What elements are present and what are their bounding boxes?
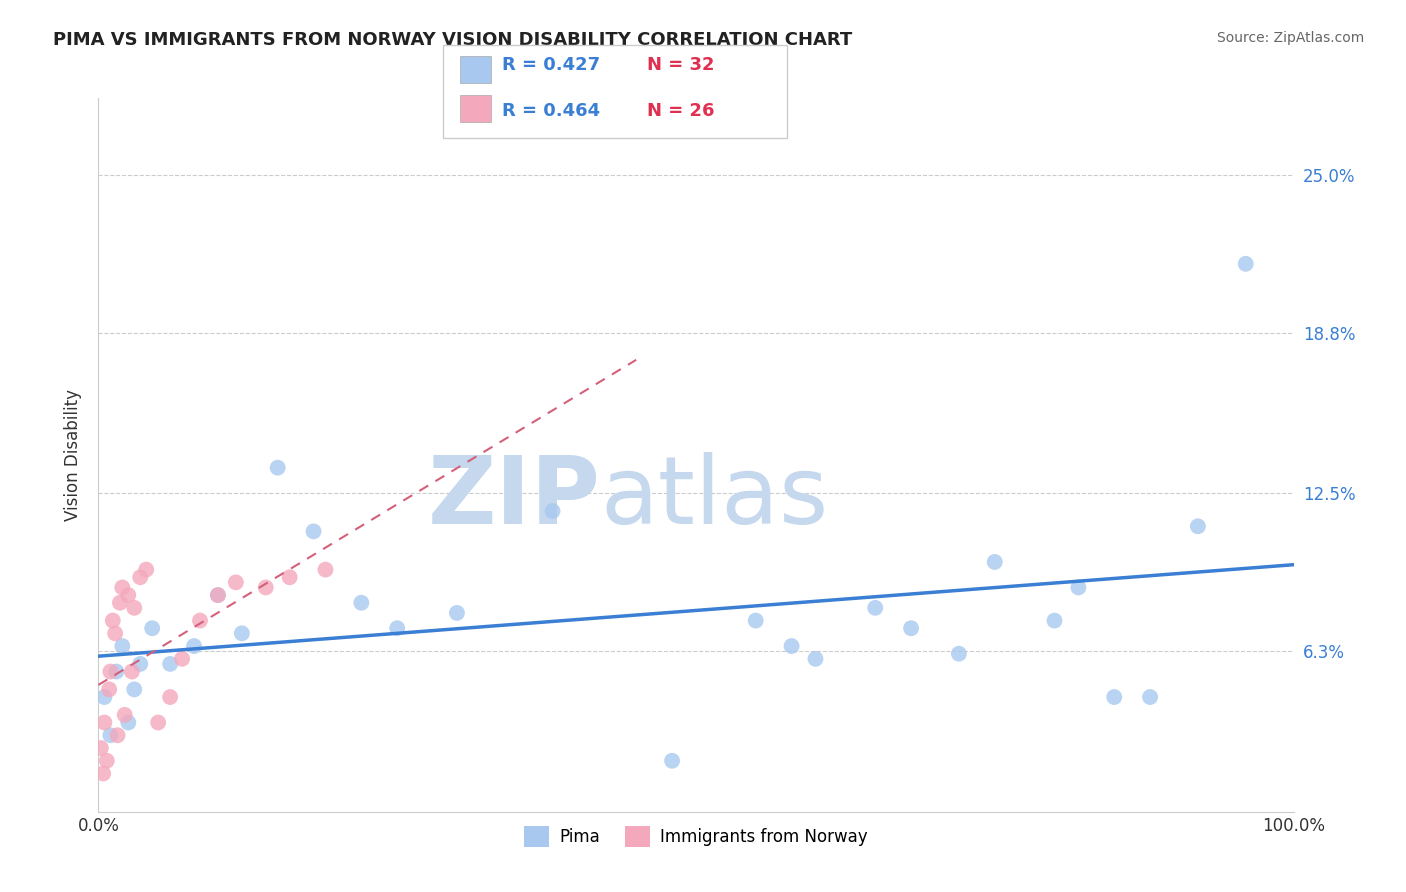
Point	[207, 588, 229, 602]
Point	[148, 715, 170, 730]
Point	[1139, 690, 1161, 704]
Point	[104, 626, 127, 640]
Point	[278, 570, 301, 584]
Point	[385, 621, 409, 635]
Point	[865, 600, 887, 615]
Point	[124, 682, 146, 697]
Text: N = 32: N = 32	[647, 55, 714, 73]
Point	[105, 665, 128, 679]
Point	[1234, 257, 1257, 271]
Point	[124, 600, 146, 615]
Point	[267, 460, 290, 475]
Point	[93, 715, 115, 730]
Text: Source: ZipAtlas.com: Source: ZipAtlas.com	[1216, 31, 1364, 45]
Point	[1067, 581, 1090, 595]
Point	[231, 626, 253, 640]
Point	[111, 639, 134, 653]
Point	[315, 563, 337, 577]
Point	[984, 555, 1007, 569]
Point	[108, 596, 131, 610]
Point	[172, 652, 194, 666]
Point	[541, 504, 564, 518]
Point	[900, 621, 922, 635]
Point	[1104, 690, 1126, 704]
Text: N = 26: N = 26	[647, 102, 714, 120]
Point	[948, 647, 970, 661]
Point	[141, 621, 163, 635]
Point	[159, 690, 181, 704]
Point	[129, 657, 152, 671]
Point	[135, 563, 157, 577]
Point	[96, 754, 118, 768]
Point	[129, 570, 152, 584]
Text: atlas: atlas	[600, 451, 828, 544]
Point	[446, 606, 468, 620]
Text: PIMA VS IMMIGRANTS FROM NORWAY VISION DISABILITY CORRELATION CHART: PIMA VS IMMIGRANTS FROM NORWAY VISION DI…	[53, 31, 852, 49]
Point	[780, 639, 803, 653]
Text: R = 0.464: R = 0.464	[502, 102, 600, 120]
Point	[98, 665, 122, 679]
Point	[159, 657, 181, 671]
Point	[1043, 614, 1066, 628]
Y-axis label: Vision Disability: Vision Disability	[65, 389, 83, 521]
Point	[183, 639, 205, 653]
Point	[225, 575, 247, 590]
Point	[350, 596, 373, 610]
Point	[117, 588, 139, 602]
Point	[188, 614, 211, 628]
Point	[101, 614, 124, 628]
Point	[745, 614, 768, 628]
Point	[98, 682, 121, 697]
Point	[114, 707, 136, 722]
Point	[117, 715, 139, 730]
Point	[661, 754, 683, 768]
Point	[254, 581, 277, 595]
Text: ZIP: ZIP	[427, 451, 600, 544]
Point	[91, 766, 114, 780]
Point	[98, 728, 122, 742]
Point	[90, 741, 112, 756]
Point	[111, 581, 134, 595]
Text: R = 0.427: R = 0.427	[502, 55, 600, 73]
Legend: Pima, Immigrants from Norway: Pima, Immigrants from Norway	[517, 820, 875, 854]
Point	[207, 588, 229, 602]
Point	[107, 728, 129, 742]
Point	[1187, 519, 1209, 533]
Point	[121, 665, 143, 679]
Point	[302, 524, 325, 539]
Point	[93, 690, 115, 704]
Point	[804, 652, 827, 666]
